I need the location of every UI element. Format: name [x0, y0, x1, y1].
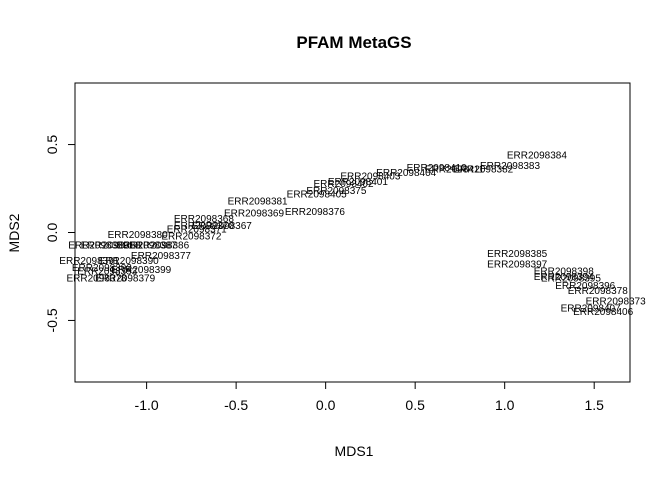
point-label: ERR2098399 [111, 265, 171, 276]
point-label: ERR2098404 [376, 168, 436, 179]
point-label: ERR2098378 [568, 286, 628, 297]
point-label: ERR2098396 [555, 281, 615, 292]
point-label: ERR2098393 [77, 267, 137, 278]
point-label: ERR2098394 [534, 272, 594, 283]
x-axis-label: MDS1 [335, 443, 374, 459]
point-label: ERR2098378 [66, 274, 126, 285]
chart-title: PFAM MetaGS [296, 33, 411, 52]
point-label: ERR2098384 [507, 151, 567, 162]
x-tick-label: 1.0 [495, 397, 515, 413]
point-label: ERR2098403 [340, 172, 400, 183]
point-label: ERR2098367 [192, 221, 252, 232]
point-label: ERR2098369 [224, 209, 284, 220]
point-label: ERR2098410 [407, 163, 467, 174]
point-label: ERR2098398 [534, 267, 594, 278]
point-label: ERR2098382 [453, 165, 513, 176]
y-tick-label: -0.5 [44, 308, 60, 332]
point-label: ERR2098373 [586, 297, 646, 308]
point-label: ERR2098406 [573, 307, 633, 318]
point-label: ERR2098370 [174, 221, 234, 232]
x-tick-label: 1.5 [584, 397, 604, 413]
point-label: ERR2098376 [285, 207, 345, 218]
y-axis-label: MDS2 [6, 213, 22, 252]
point-label: ERR2098392 [72, 263, 132, 274]
point-label: ERR2098381 [228, 196, 288, 207]
point-label: ERR2098380 [108, 230, 168, 241]
x-tick-label: -0.5 [224, 397, 248, 413]
point-label: ERR2098386 [129, 240, 189, 251]
y-axis: -0.5 0.0 0.5 [44, 135, 76, 333]
point-label: ERR2098389 [68, 240, 128, 251]
point-label: ERR2098388 [81, 240, 141, 251]
x-tick-label: 0.0 [316, 397, 336, 413]
point-label: ERR2098405 [287, 189, 347, 200]
point-label: ERR2098385 [487, 249, 547, 260]
data-points: ERR2098384ERR2098383ERR2098382ERR2098411… [59, 151, 646, 319]
point-label: ERR2098391 [59, 256, 119, 267]
point-label: ERR2098377 [131, 251, 191, 262]
point-label: ERR2098402 [314, 179, 374, 190]
point-label: ERR2098390 [99, 256, 159, 267]
y-tick-label: 0.5 [44, 135, 60, 155]
point-label: ERR2098368 [174, 214, 234, 225]
x-axis: -1.0 -0.5 0.0 0.5 1.0 1.5 [135, 381, 604, 413]
point-label: ERR2098397 [487, 260, 547, 271]
x-tick-label: 0.5 [405, 397, 425, 413]
point-label: ERR2098372 [161, 232, 221, 243]
point-label: ERR2098371 [167, 224, 227, 235]
x-tick-label: -1.0 [135, 397, 159, 413]
point-label: ERR2098379 [95, 274, 155, 285]
point-label: ERR2098395 [541, 274, 601, 285]
point-label: ERR2098383 [480, 161, 540, 172]
point-label: ERR2098411 [425, 165, 485, 176]
point-label: ERR2098407 [561, 304, 621, 315]
point-label: ERR2098387 [117, 240, 177, 251]
point-label: ERR2098375 [306, 186, 366, 197]
y-tick-label: 0.0 [44, 223, 60, 243]
point-label: ERR2098401 [328, 177, 388, 188]
